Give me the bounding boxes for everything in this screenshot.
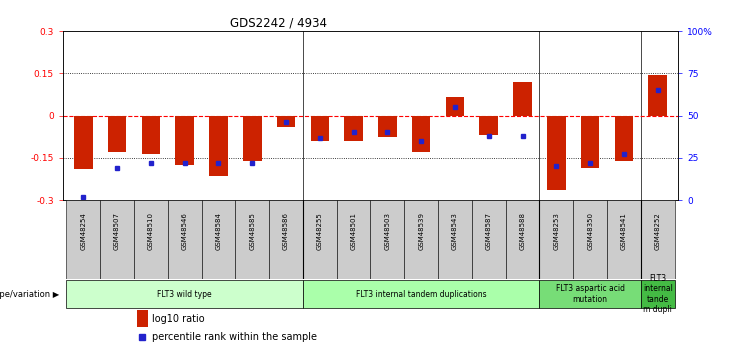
Bar <box>303 280 539 308</box>
Text: GSM48539: GSM48539 <box>418 212 424 250</box>
Bar <box>303 200 336 279</box>
Bar <box>641 200 674 279</box>
Bar <box>100 200 134 279</box>
Text: FLT3
internal
tande
m dupli: FLT3 internal tande m dupli <box>642 274 673 314</box>
Bar <box>378 116 396 137</box>
Bar <box>176 116 194 165</box>
Bar <box>209 116 227 176</box>
Text: GSM48253: GSM48253 <box>554 212 559 250</box>
Bar <box>276 116 296 127</box>
Bar <box>547 116 565 190</box>
Bar <box>74 116 93 169</box>
Text: GSM48585: GSM48585 <box>249 212 255 250</box>
Text: GSM48584: GSM48584 <box>216 212 222 250</box>
Bar <box>539 280 641 308</box>
Text: FLT3 internal tandem duplications: FLT3 internal tandem duplications <box>356 289 487 299</box>
Text: GSM48350: GSM48350 <box>587 212 593 250</box>
Text: GSM48546: GSM48546 <box>182 212 187 250</box>
Bar <box>236 200 269 279</box>
Bar <box>539 200 574 279</box>
Bar <box>479 116 498 135</box>
Bar <box>269 200 303 279</box>
Bar <box>107 116 127 152</box>
Text: GSM48252: GSM48252 <box>655 212 661 250</box>
Bar <box>641 280 674 308</box>
Text: GSM48255: GSM48255 <box>317 212 323 250</box>
Bar <box>648 75 667 116</box>
Text: GSM48541: GSM48541 <box>621 212 627 250</box>
Title: GDS2242 / 4934: GDS2242 / 4934 <box>230 17 327 30</box>
Bar <box>472 200 505 279</box>
Bar <box>581 116 599 168</box>
Bar <box>607 200 641 279</box>
Text: GSM48588: GSM48588 <box>519 212 525 250</box>
Bar <box>243 116 262 161</box>
Bar <box>202 200 236 279</box>
Text: GSM48510: GSM48510 <box>148 212 154 250</box>
Bar <box>614 116 634 161</box>
Bar <box>514 82 532 116</box>
Text: GSM48501: GSM48501 <box>350 212 356 250</box>
Bar <box>505 200 539 279</box>
Text: FLT3 wild type: FLT3 wild type <box>157 289 212 299</box>
Bar <box>310 116 329 141</box>
Bar <box>445 97 465 116</box>
Text: genotype/variation ▶: genotype/variation ▶ <box>0 289 59 299</box>
Bar <box>370 200 405 279</box>
Bar <box>167 200 202 279</box>
Bar <box>345 116 363 141</box>
Bar <box>67 200 100 279</box>
Text: GSM48254: GSM48254 <box>80 212 86 250</box>
Text: GSM48587: GSM48587 <box>486 212 492 250</box>
Bar <box>67 280 303 308</box>
Text: percentile rank within the sample: percentile rank within the sample <box>152 332 317 342</box>
Bar <box>137 310 148 327</box>
Bar <box>574 200 607 279</box>
Text: GSM48543: GSM48543 <box>452 212 458 250</box>
Bar <box>134 200 167 279</box>
Text: GSM48507: GSM48507 <box>114 212 120 250</box>
Bar <box>405 200 438 279</box>
Bar <box>142 116 160 154</box>
Bar <box>336 200 370 279</box>
Text: FLT3 aspartic acid
mutation: FLT3 aspartic acid mutation <box>556 284 625 304</box>
Text: GSM48586: GSM48586 <box>283 212 289 250</box>
Bar <box>412 116 431 152</box>
Text: log10 ratio: log10 ratio <box>152 314 205 324</box>
Text: GSM48503: GSM48503 <box>385 212 391 250</box>
Bar <box>438 200 472 279</box>
